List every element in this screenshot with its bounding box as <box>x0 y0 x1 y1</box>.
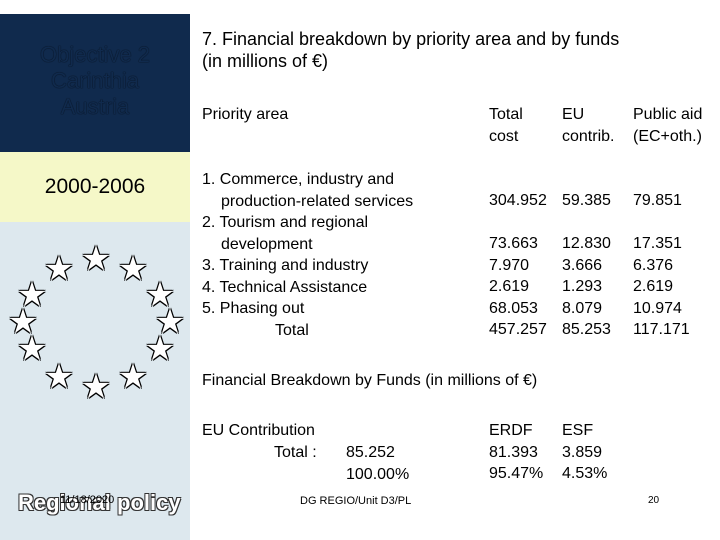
slide-title: 7. Financial breakdown by priority area … <box>202 28 702 72</box>
funds-total-label: Total : <box>274 444 317 461</box>
row4-eu: 1.293 <box>562 278 603 295</box>
erdf-label: ERDF <box>489 422 533 439</box>
star-icon: ★ <box>43 358 75 396</box>
funds-total-value: 85.252 100.00% <box>346 442 409 485</box>
eu-contribution-label: EU Contribution <box>202 422 315 439</box>
row5-eu: 8.079 <box>562 299 603 317</box>
row3-public-aid: 6.376 <box>633 256 674 274</box>
row1-label: 1. Commerce, industry and production-rel… <box>202 169 413 212</box>
total-row-total-cost: 457.257 <box>489 321 547 338</box>
total-row-label: Total <box>275 321 309 339</box>
top-stripe <box>0 0 190 14</box>
funds-heading: Financial Breakdown by Funds (in million… <box>202 372 538 389</box>
row4-total-cost: 2.619 <box>489 278 530 295</box>
objective-title: Objective 2 Carinthia Austria <box>0 42 190 120</box>
rows-public-aid: 17.351 6.376 2.619 10.974 117.171 <box>633 233 690 341</box>
row5-public-aid: 10.974 <box>633 299 682 317</box>
esf-value: 3.859 <box>562 443 603 461</box>
funds-total-amount: 85.252 <box>346 444 395 461</box>
header-public-aid-line-1: Public aid <box>633 106 703 123</box>
star-icon: ★ <box>16 276 48 314</box>
title-line-1: 7. Financial breakdown by priority area … <box>202 29 620 49</box>
star-icon: ★ <box>144 330 176 368</box>
star-icon: ★ <box>7 303 39 341</box>
row3-label: 3. Training and industry <box>202 257 369 274</box>
header-public-aid-line-2: (EC+oth.) <box>633 127 702 145</box>
row4-label: 4. Technical Assistance <box>202 278 368 296</box>
esf-label: ESF <box>562 422 594 439</box>
funds-total-percent: 100.00% <box>346 465 410 483</box>
row2-label-line-1: 2. Tourism and regional <box>202 214 369 231</box>
regional-policy-logo: Regional policy <box>18 490 181 515</box>
star-icon: ★ <box>80 368 112 406</box>
row2-eu: 12.830 <box>562 235 611 252</box>
star-icon: ★ <box>144 276 176 314</box>
header-total-cost: Total cost <box>489 104 523 147</box>
period-panel <box>0 152 190 222</box>
row2-label-line-2: development <box>221 235 313 253</box>
row1-label-line-1: 1. Commerce, industry and <box>202 171 395 188</box>
rows-eu: 12.830 3.666 1.293 8.079 85.253 <box>562 233 611 341</box>
header-public-aid: Public aid (EC+oth.) <box>633 104 702 147</box>
header-eu-line-1: EU <box>562 106 585 123</box>
header-priority-area: Priority area <box>202 106 289 123</box>
row3-eu: 3.666 <box>562 256 603 274</box>
row5-label: 5. Phasing out <box>202 300 305 317</box>
header-eu-line-2: contrib. <box>562 127 615 145</box>
star-icon: ★ <box>117 358 149 396</box>
page-number: 20 <box>648 495 660 506</box>
period-label: 2000-2006 <box>44 175 146 198</box>
rows-labels: 2. Tourism and regional development 3. T… <box>202 212 368 341</box>
row1-total-cost: 304.952 <box>489 192 547 209</box>
row1-label-line-2: production-related services <box>221 192 414 210</box>
row3-total-cost: 7.970 <box>489 256 530 274</box>
row5-total-cost: 68.053 <box>489 299 538 317</box>
row1-eu: 59.385 <box>562 192 611 209</box>
total-row-eu: 85.253 <box>562 321 611 338</box>
eu-stars-emblem: ★ ★ ★ ★ ★ ★ ★ ★ ★ ★ ★ ★ <box>6 232 186 412</box>
star-icon: ★ <box>117 250 149 288</box>
esf-percent: 4.53% <box>562 465 608 482</box>
objective-line-3: Austria <box>60 94 130 119</box>
footer-unit: DG REGIO/Unit D3/PL <box>300 495 412 507</box>
header-eu-contrib: EU contrib. <box>562 104 614 147</box>
row2-total-cost: 73.663 <box>489 235 538 252</box>
erdf-percent: 95.47% <box>489 465 544 482</box>
star-icon: ★ <box>80 240 112 278</box>
star-icon: ★ <box>154 303 186 341</box>
row1-public-aid: 79.851 <box>633 192 682 209</box>
objective-line-1: Objective 2 <box>39 42 151 67</box>
sidebar-header-panel <box>0 14 190 152</box>
objective-line-2: Carinthia <box>50 68 140 93</box>
star-icon: ★ <box>43 250 75 288</box>
row2-public-aid: 17.351 <box>633 235 682 252</box>
row4-public-aid: 2.619 <box>633 278 674 295</box>
star-icon: ★ <box>16 330 48 368</box>
title-line-2: (in millions of €) <box>202 51 329 71</box>
slide-date: 11/18/2020 <box>60 494 115 506</box>
rows-total-cost: 73.663 7.970 2.619 68.053 457.257 <box>489 233 547 341</box>
esf-column: ESF 3.859 4.53% <box>562 420 607 485</box>
erdf-column: ERDF 81.393 95.47% <box>489 420 543 485</box>
erdf-value: 81.393 <box>489 443 538 461</box>
header-total-cost-line-1: Total <box>489 106 523 123</box>
header-total-cost-line-2: cost <box>489 127 519 145</box>
total-row-public-aid: 117.171 <box>633 321 690 338</box>
